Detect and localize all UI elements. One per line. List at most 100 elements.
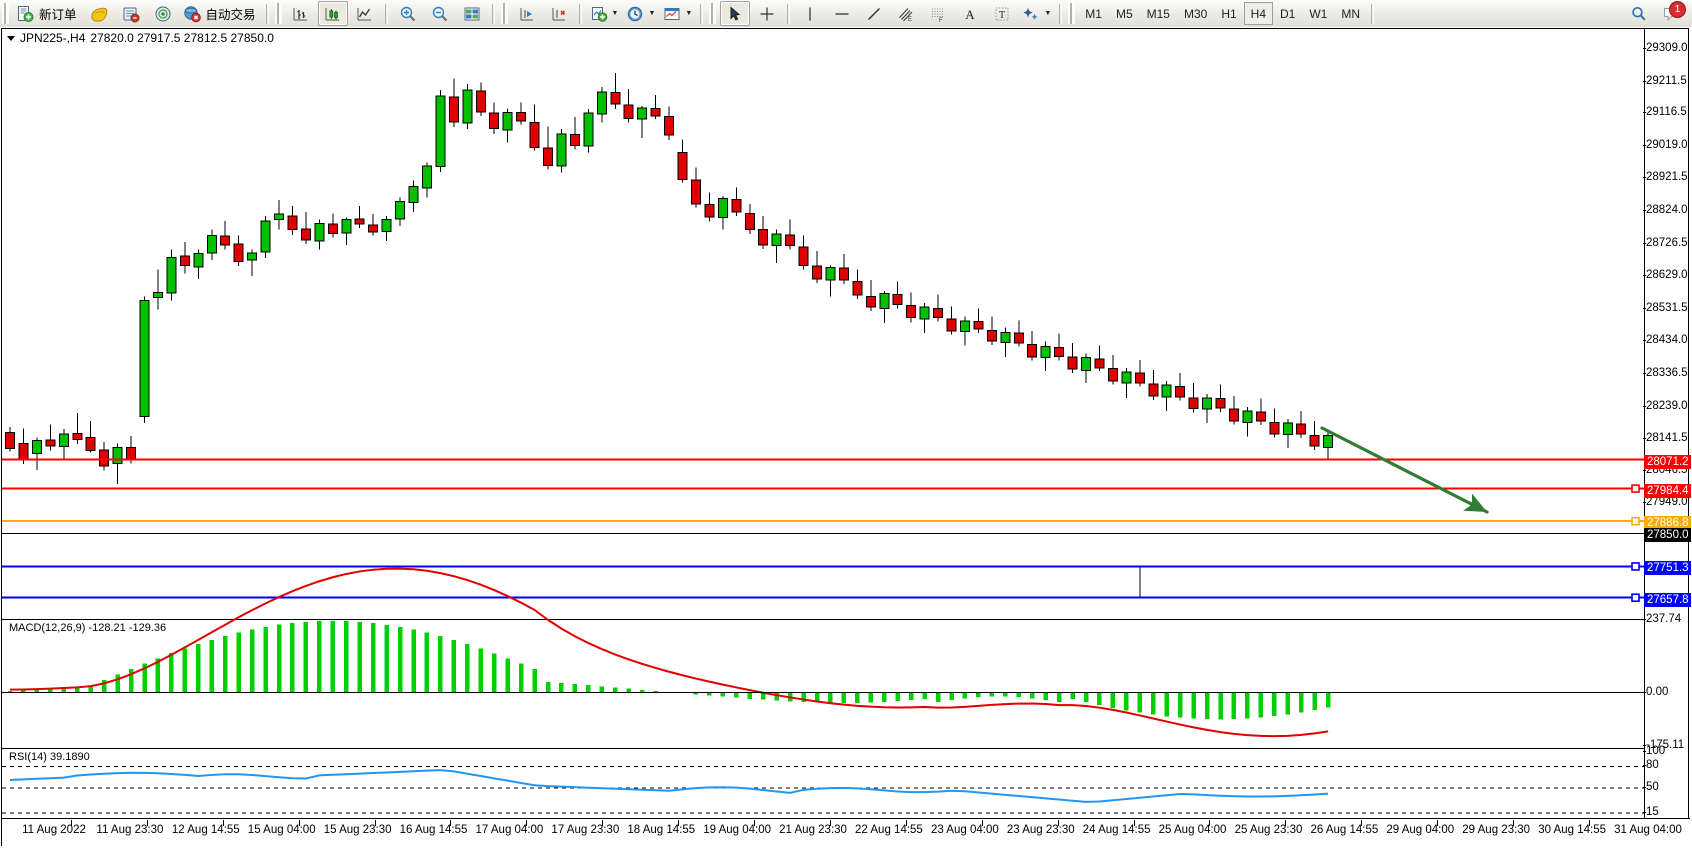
vertical-line-tool-button[interactable] xyxy=(795,1,825,26)
time-tick-label: 31 Aug 04:00 xyxy=(1614,824,1682,836)
toolbar-grip-4[interactable] xyxy=(709,3,717,24)
price-marker-label[interactable]: 27850.0 xyxy=(1644,528,1691,543)
time-tick-mark xyxy=(754,820,756,826)
price-marker-label[interactable]: 27984.4 xyxy=(1644,483,1691,498)
autotrading-button[interactable]: 自动交易 xyxy=(180,1,261,26)
search-button[interactable] xyxy=(1624,1,1654,26)
timeframe-h1[interactable]: H1 xyxy=(1221,6,1237,21)
price-marker-label[interactable]: 27886.8 xyxy=(1644,516,1691,531)
svg-text:E: E xyxy=(908,17,912,23)
time-tick-mark xyxy=(602,820,604,826)
autoscroll-button[interactable] xyxy=(544,1,574,26)
new-order-label: 新订单 xyxy=(39,8,77,22)
price-marker-label[interactable]: 27657.8 xyxy=(1644,592,1691,607)
period-button[interactable]: ▼ xyxy=(623,1,658,26)
horizontal-line-tool-button[interactable] xyxy=(827,1,857,26)
timeframe-h4[interactable]: H4 xyxy=(1243,2,1273,25)
toolbar-grip[interactable] xyxy=(2,3,9,24)
line-chart-button[interactable] xyxy=(350,1,380,26)
template-icon xyxy=(664,7,680,20)
timeframe-m15[interactable]: M15 xyxy=(1146,6,1170,21)
templates-dropdown-arrow[interactable]: ▼ xyxy=(685,10,693,17)
price-tick: 28336.5 xyxy=(1643,366,1688,379)
text-tool-button[interactable]: A xyxy=(955,1,985,26)
arrows-tool-button[interactable]: ▼ xyxy=(1019,1,1054,26)
price-tick: 29309.0 xyxy=(1643,42,1688,55)
time-tick-mark xyxy=(222,820,224,826)
time-tick-mark xyxy=(678,820,680,826)
svg-text:F: F xyxy=(939,18,943,23)
price-scale[interactable]: 29309.0 29211.5 29116.5 29019.0 28921.5 28824… xyxy=(1642,29,1691,818)
timeframe-m5[interactable]: M5 xyxy=(1115,6,1133,21)
chart-window[interactable]: JPN225-,H4 27820.0 27917.5 27812.5 27850… xyxy=(0,27,1692,848)
indicator-dropdown-arrow[interactable]: ▼ xyxy=(611,10,619,17)
price-scale-divider xyxy=(1644,28,1645,818)
zoom-out-button[interactable] xyxy=(425,1,455,26)
timeframe-mn[interactable]: MN xyxy=(1341,6,1361,21)
terminal-button[interactable] xyxy=(116,1,146,26)
time-tick-label: 25 Aug 04:00 xyxy=(1158,824,1227,836)
candlestick-icon xyxy=(325,7,339,20)
time-tick-mark xyxy=(1209,820,1211,826)
timeframe-w1[interactable]: W1 xyxy=(1309,6,1328,21)
toolbar-divider-2 xyxy=(384,3,388,24)
tile-windows-button[interactable] xyxy=(457,1,487,26)
price-pane[interactable] xyxy=(2,29,1644,617)
new-order-button[interactable]: 新订单 xyxy=(13,1,82,26)
time-tick-label: 15 Aug 23:30 xyxy=(323,824,392,836)
time-tick-label: 25 Aug 23:30 xyxy=(1234,824,1303,836)
price-marker-label[interactable]: 27751.3 xyxy=(1644,561,1691,576)
time-tick-mark xyxy=(905,820,907,826)
rsi-pane[interactable]: RSI(14) 39.1890 xyxy=(2,748,1644,816)
timeframe-m30[interactable]: M30 xyxy=(1183,6,1208,21)
time-tick-mark xyxy=(1589,820,1590,826)
candlestick-chart-button[interactable] xyxy=(317,1,348,26)
notifications-button[interactable]: 1 xyxy=(1656,1,1686,26)
toolbar-grip-5[interactable] xyxy=(1068,3,1076,24)
indicator-add-icon xyxy=(591,6,607,22)
autoscroll-icon xyxy=(552,7,565,20)
chart-menu-triangle-icon[interactable] xyxy=(7,35,15,41)
macd-plot xyxy=(2,567,1644,738)
arrows-icon xyxy=(1023,7,1038,20)
macd-pane[interactable]: MACD(12,26,9) -128.21 -129.36 xyxy=(2,567,1644,746)
macd-label: MACD(12,26,9) -128.21 -129.36 xyxy=(8,622,168,634)
zoom-in-icon xyxy=(400,6,415,21)
time-tick-mark xyxy=(1361,820,1363,826)
equidistant-channel-button[interactable]: E xyxy=(891,1,921,26)
pillow-icon-button[interactable] xyxy=(84,1,114,26)
crosshair-tool-button[interactable] xyxy=(752,1,782,26)
autotrading-label: 自动交易 xyxy=(205,8,256,22)
time-tick-mark xyxy=(450,820,452,826)
add-indicator-button[interactable]: ▼ xyxy=(587,1,622,26)
toolbar-grip-3[interactable] xyxy=(500,3,508,24)
toolbar-divider-1 xyxy=(265,3,269,24)
arrows-dropdown-arrow[interactable]: ▼ xyxy=(1044,10,1052,17)
chart-symbol-label: JPN225-,H4 xyxy=(20,31,86,45)
terminal-icon xyxy=(123,7,140,22)
shift-chart-button[interactable] xyxy=(512,1,542,26)
label-tool-button[interactable]: T xyxy=(987,1,1017,26)
navigator-button[interactable] xyxy=(148,1,178,26)
autotrading-icon xyxy=(183,5,201,22)
toolbar-divider-6 xyxy=(787,3,791,24)
period-dropdown-arrow[interactable]: ▼ xyxy=(648,10,656,17)
timeframe-m1[interactable]: M1 xyxy=(1085,6,1102,21)
time-tick-label: 30 Aug 14:55 xyxy=(1538,824,1606,836)
time-scale[interactable]: 11 Aug 2022 11 Aug 23:30 12 Aug 14:55 15 Au… xyxy=(2,818,1690,847)
templates-button[interactable]: ▼ xyxy=(660,1,695,26)
zoom-in-button[interactable] xyxy=(393,1,423,26)
pillow-icon xyxy=(90,7,107,22)
bar-chart-button[interactable] xyxy=(286,1,316,26)
price-tick: 28141.5 xyxy=(1643,432,1688,445)
trendline-tool-button[interactable] xyxy=(859,1,889,26)
macd-tick: -175.11 xyxy=(1642,739,1685,751)
time-tick-mark xyxy=(1513,820,1515,826)
cursor-tool-button[interactable] xyxy=(720,1,751,26)
price-marker-label[interactable]: 28071.2 xyxy=(1644,454,1691,469)
timeframe-d1[interactable]: D1 xyxy=(1280,6,1296,21)
time-tick-mark xyxy=(374,820,376,826)
main-toolbar: 新订单 自动交易 xyxy=(0,0,1692,28)
toolbar-grip-2[interactable] xyxy=(274,3,282,24)
fibonacci-tool-button[interactable]: F xyxy=(923,1,953,26)
